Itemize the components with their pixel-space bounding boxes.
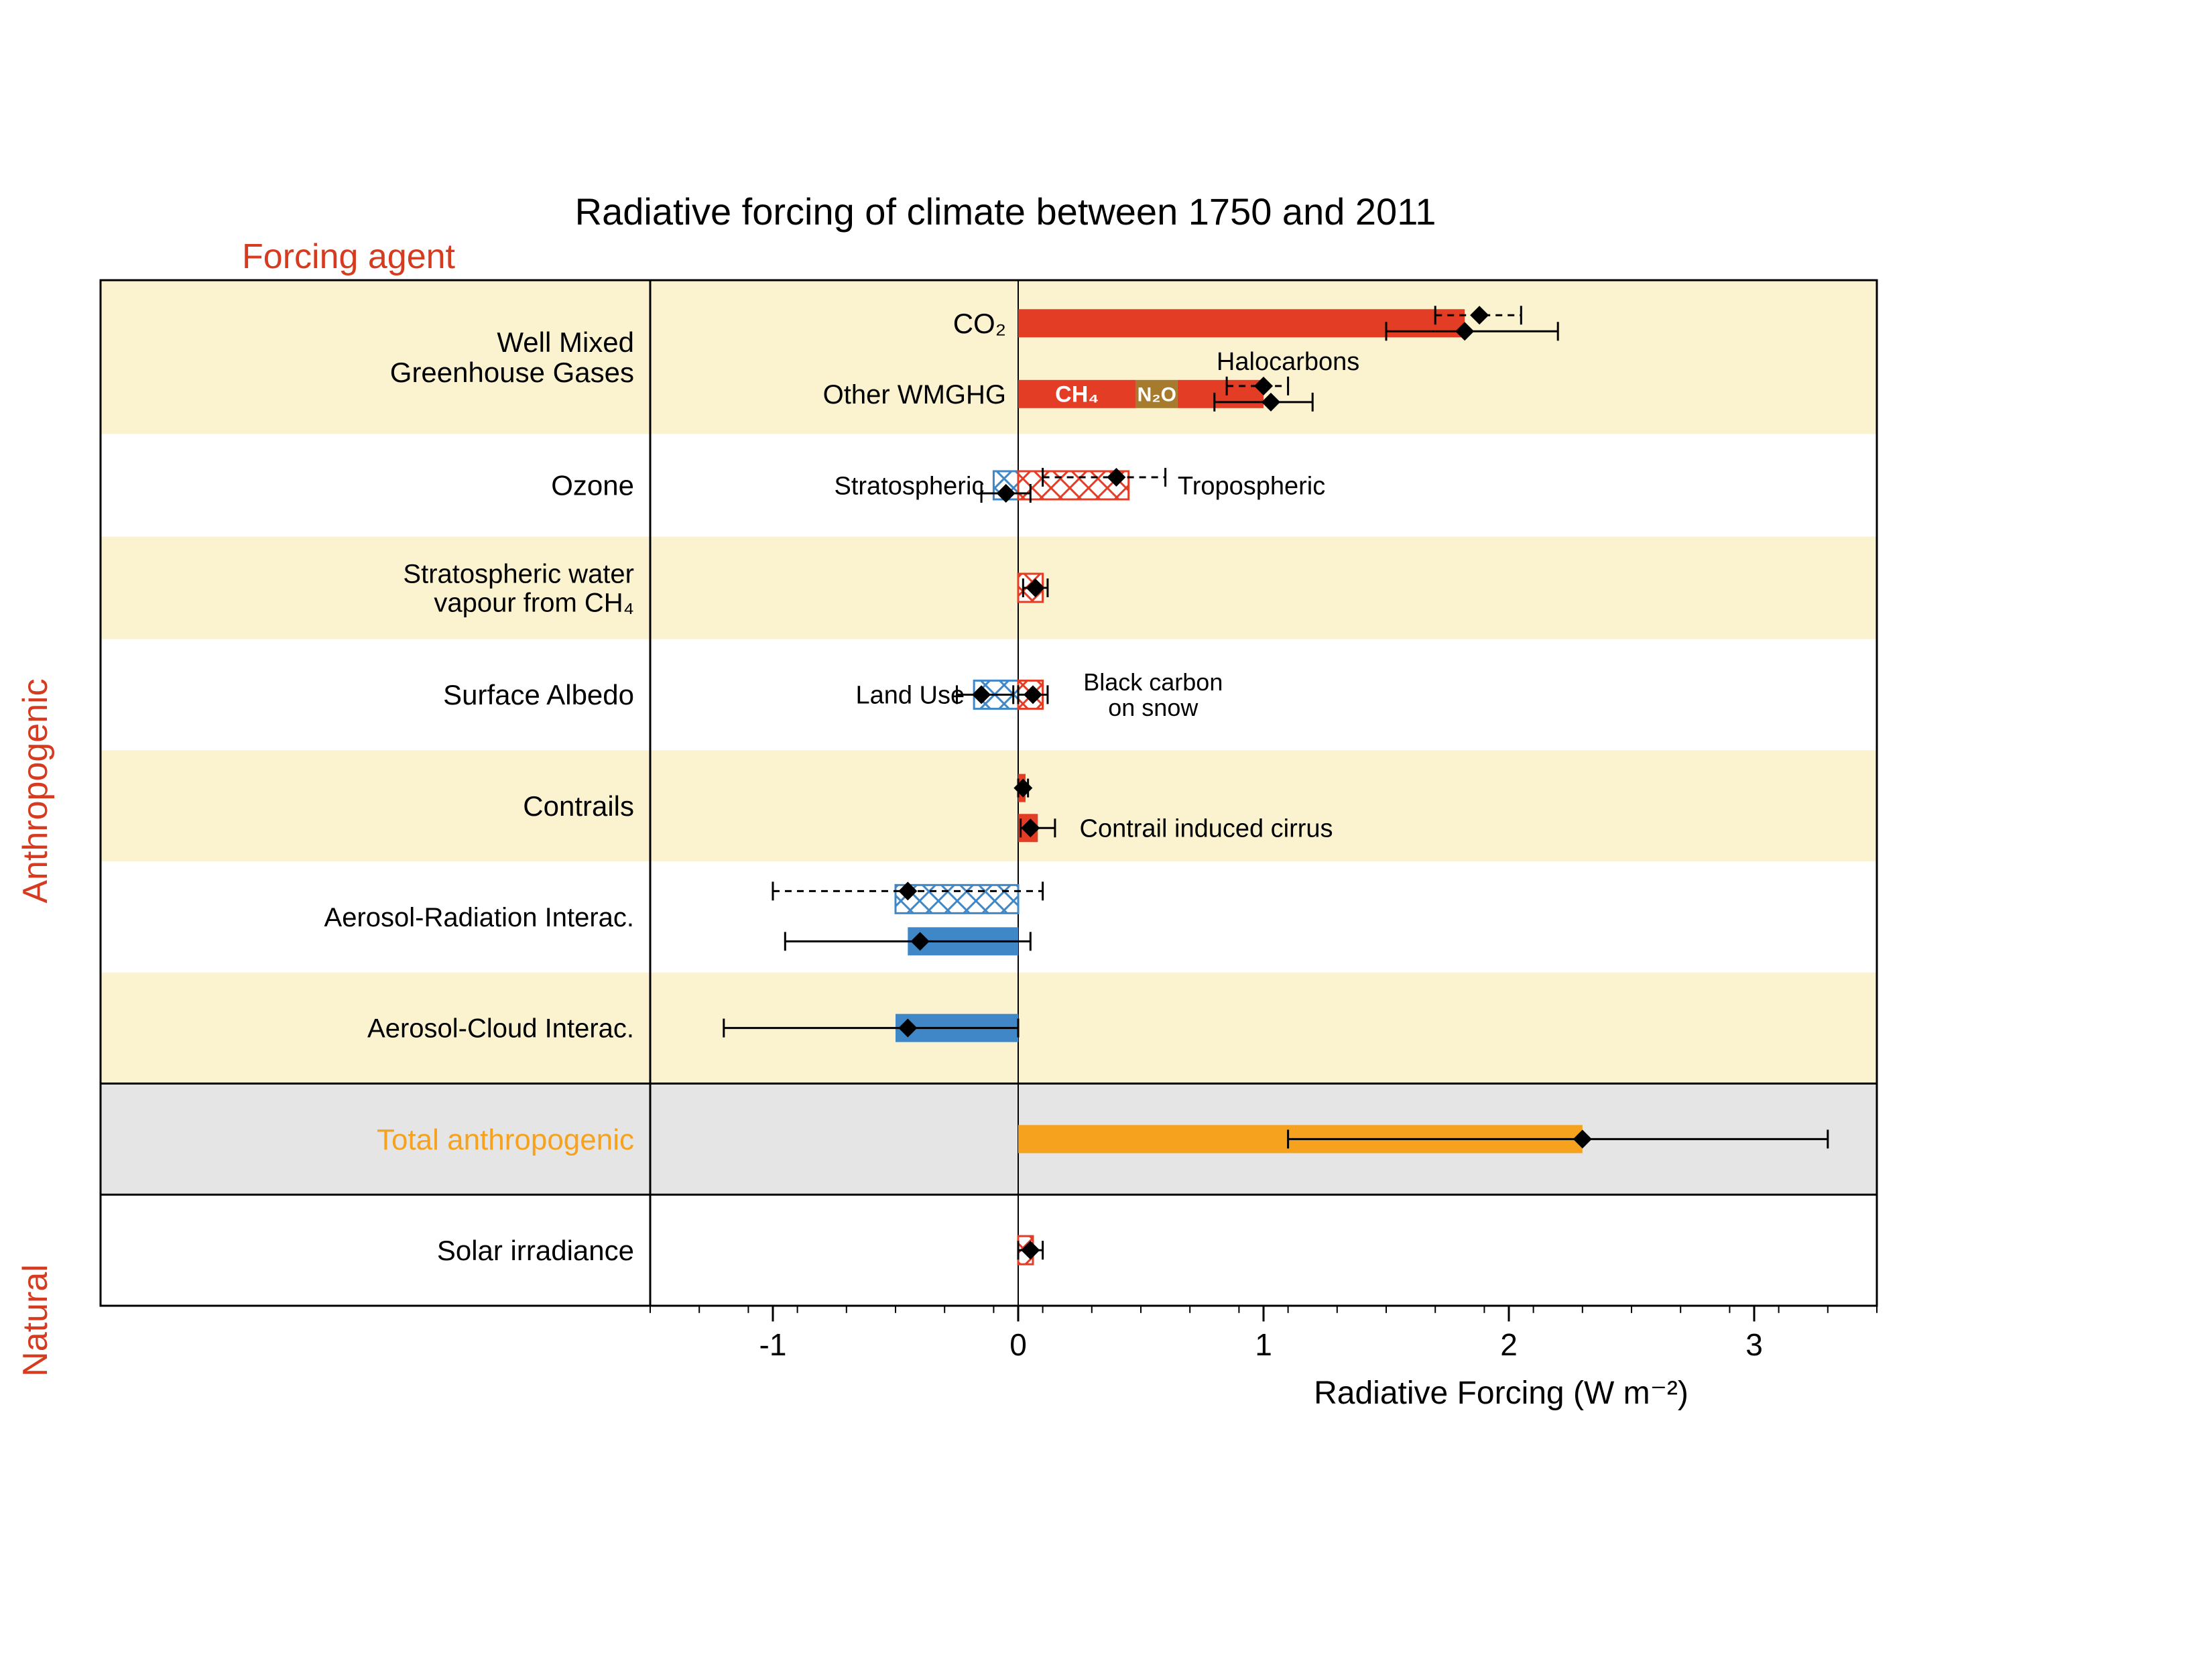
- row-label: Aerosol-Radiation Interac.: [324, 903, 634, 932]
- bar-inner-label: CH₄: [1055, 382, 1099, 408]
- row-label: Contrails: [523, 790, 634, 822]
- x-tick-label: 3: [1745, 1327, 1763, 1362]
- slot-right-label: Black carbon: [1083, 668, 1223, 696]
- slot-left-label: Other WMGHG: [823, 380, 1006, 410]
- side-category-label: Anthropogenic: [16, 678, 55, 903]
- row-label: Total anthropogenic: [377, 1123, 634, 1156]
- x-tick-label: 2: [1500, 1327, 1518, 1362]
- row-label: Well Mixed: [497, 326, 634, 358]
- slot-right-label: Contrail induced cirrus: [1080, 815, 1333, 843]
- slot-right-label: Tropospheric: [1178, 472, 1325, 500]
- chart-title: Radiative forcing of climate between 175…: [575, 190, 1436, 233]
- row-label: Aerosol-Cloud Interac.: [367, 1014, 634, 1044]
- side-category-label: Natural: [16, 1264, 55, 1377]
- slot-left-label: Land Use: [855, 682, 965, 710]
- slot-right-label: Halocarbons: [1217, 348, 1359, 376]
- row-stripe: [101, 750, 1877, 861]
- row-label: Greenhouse Gases: [390, 357, 634, 388]
- slot-left-label: Stratospheric: [835, 472, 985, 500]
- solid-bar: [1178, 380, 1264, 408]
- x-tick-label: -1: [759, 1327, 787, 1362]
- row-stripe: [101, 1194, 1877, 1306]
- row-label: vapour from CH₄: [434, 589, 634, 618]
- row-label: Solar irradiance: [437, 1235, 634, 1266]
- chart-subtitle: Forcing agent: [242, 237, 456, 276]
- bar-inner-label: N₂O: [1138, 383, 1176, 406]
- slot-left-label: CO₂: [953, 308, 1006, 339]
- row-stripe: [101, 537, 1877, 639]
- row-label: Stratospheric water: [403, 559, 634, 589]
- x-tick-label: 0: [1009, 1327, 1027, 1362]
- row-stripe: [101, 280, 1877, 434]
- slot-right-label: on snow: [1108, 694, 1199, 721]
- row-stripe: [101, 434, 1877, 537]
- x-axis-label: Radiative Forcing (W m⁻²): [1314, 1375, 1688, 1411]
- row-label: Ozone: [551, 470, 634, 501]
- x-tick-label: 1: [1255, 1327, 1272, 1362]
- row-label: Surface Albedo: [443, 679, 634, 711]
- radiative-forcing-chart: Well MixedGreenhouse Gases CO₂ CH₄ N₂O Other…: [0, 0, 2212, 1659]
- solid-bar: [1018, 309, 1465, 337]
